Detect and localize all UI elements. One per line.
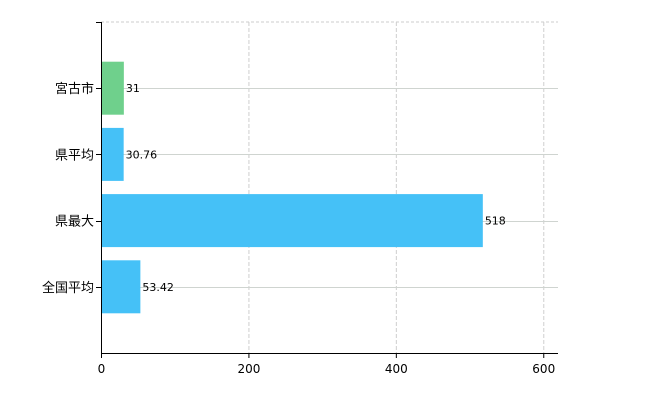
bar <box>101 194 483 248</box>
category-label: 県平均 <box>55 148 94 163</box>
data-label: 518 <box>485 215 506 228</box>
category-label: 宮古市 <box>55 81 94 97</box>
x-tick-label: 400 <box>385 362 408 376</box>
x-tick-label: 600 <box>532 362 555 376</box>
data-label: 53.42 <box>142 281 174 294</box>
category-label: 県最大 <box>55 215 94 230</box>
data-label: 31 <box>126 82 140 95</box>
x-tick-label: 200 <box>237 362 260 376</box>
data-label: 30.76 <box>126 148 158 161</box>
bar <box>101 260 141 314</box>
bar <box>101 61 124 115</box>
category-label: 全国平均 <box>42 280 94 296</box>
bar <box>101 127 124 181</box>
x-tick-label: 0 <box>98 362 106 376</box>
